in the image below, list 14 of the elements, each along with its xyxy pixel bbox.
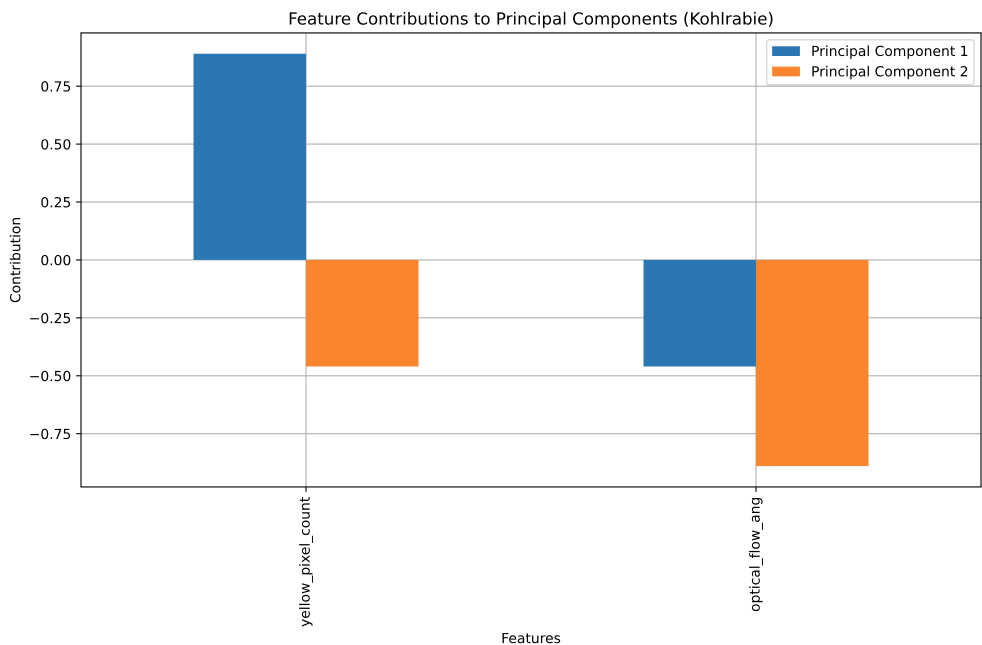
y-tick-label: 0.75 bbox=[41, 81, 70, 92]
y-tick-label: −0.50 bbox=[30, 370, 70, 382]
x-tick-label: optical_flow_ang bbox=[749, 498, 763, 612]
chart-title: Feature Contributions to Principal Components (Kohlrabie) bbox=[290, 12, 773, 28]
x-tick-label: yellow_pixel_count bbox=[299, 497, 313, 627]
x-axis-title: Features bbox=[502, 632, 560, 644]
y-axis-title: Contribution bbox=[10, 218, 20, 302]
y-tick-label: 0.25 bbox=[41, 196, 70, 208]
legend-label: Principal Component 1 bbox=[812, 45, 968, 59]
y-tick-label: −0.75 bbox=[30, 428, 70, 440]
y-tick-label: 0.50 bbox=[41, 139, 70, 150]
y-tick-label: −0.25 bbox=[30, 312, 70, 324]
y-tick-label: 0.00 bbox=[41, 254, 70, 266]
legend-label: Principal Component 2 bbox=[812, 66, 968, 80]
